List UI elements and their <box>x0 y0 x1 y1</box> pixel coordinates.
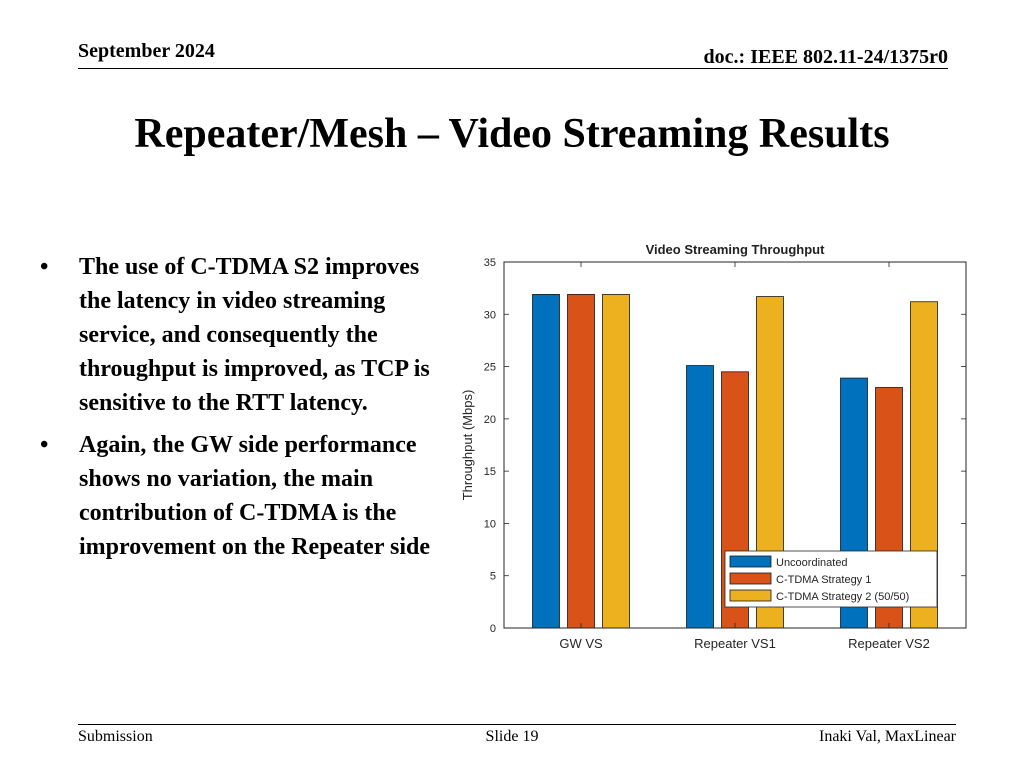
y-tick-label: 15 <box>484 466 496 478</box>
bullet-item: • Again, the GW side performance shows n… <box>36 428 446 564</box>
y-axis-label: Throughput (Mbps) <box>460 390 475 501</box>
chart-title: Video Streaming Throughput <box>646 242 826 257</box>
bullet-text: Again, the GW side performance shows no … <box>79 432 431 560</box>
throughput-bar-chart: Video Streaming Throughput 0 5 10 15 20 25 30 35… <box>460 242 967 651</box>
header-doc-id: doc.: IEEE 802.11-24/1375r0 <box>703 46 948 68</box>
bar-1 <box>686 365 714 629</box>
slide-title: Repeater/Mesh – Video Streaming Results <box>134 111 890 157</box>
legend-swatch <box>729 555 772 568</box>
y-tick-label: 10 <box>484 518 496 530</box>
footer-submission: Submission <box>78 728 153 745</box>
bullet-text: The use of C-TDMA S2 improves the latenc… <box>79 254 430 416</box>
footer-rule <box>78 724 956 725</box>
bar-2 <box>567 294 595 629</box>
legend-swatch <box>729 589 772 602</box>
header-date: September 2024 <box>78 40 215 62</box>
y-tick-label: 35 <box>484 257 496 269</box>
y-tick-label: 20 <box>484 414 496 426</box>
legend-label: C-TDMA Strategy 2 (50/50) <box>776 591 909 603</box>
header-rule <box>78 68 948 69</box>
bullet-dot: • <box>40 254 49 280</box>
bullet-item: • The use of C-TDMA S2 improves the late… <box>36 250 446 420</box>
bar-1 <box>532 294 560 629</box>
legend-label: Uncoordinated <box>776 557 848 569</box>
footer-author: Inaki Val, MaxLinear <box>819 728 956 745</box>
plot-frame <box>503 261 967 629</box>
x-tick-label: Repeater VS1 <box>694 636 776 651</box>
y-tick-label: 25 <box>484 362 496 374</box>
y-tick-label: 5 <box>490 571 496 583</box>
bullet-dot: • <box>40 432 49 458</box>
bar-3 <box>602 294 630 629</box>
x-tick-label: GW VS <box>559 636 603 651</box>
bullet-list: • The use of C-TDMA S2 improves the late… <box>36 250 446 572</box>
x-tick-label: Repeater VS2 <box>848 636 930 651</box>
y-tick-label: 0 <box>490 623 496 635</box>
legend-swatch <box>729 572 772 585</box>
legend-label: C-TDMA Strategy 1 <box>776 574 871 586</box>
footer-slide-number: Slide 19 <box>485 728 539 745</box>
y-tick-label: 30 <box>484 309 496 321</box>
